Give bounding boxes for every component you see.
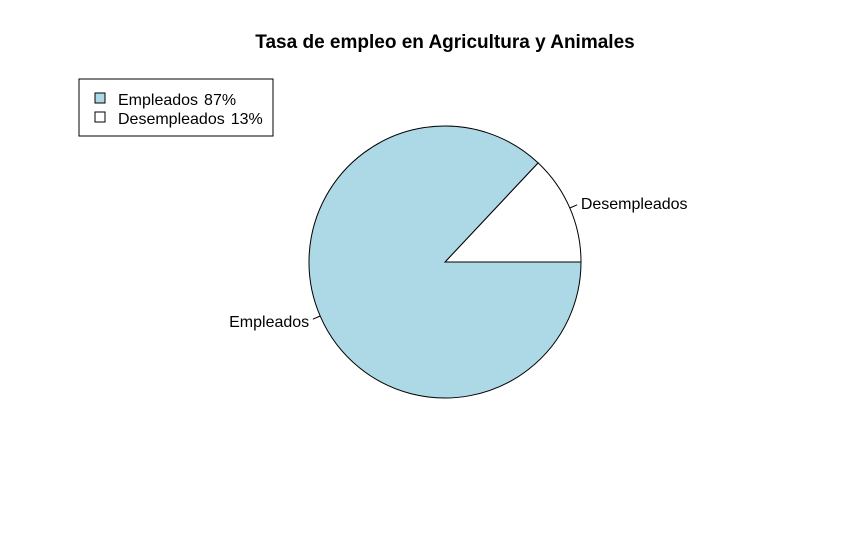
legend-swatch-empleados [94,92,106,104]
legend-box [78,78,274,137]
pie-leader-desempleados [569,204,578,209]
pie-slices [308,125,582,399]
legend-label-desempleados: Desempleados 13% [118,111,263,128]
pie-label-desempleados: Desempleados [581,196,688,213]
pie-label-empleados: Empleados [229,314,309,331]
legend: Empleados 87% Desempleados 13% [78,78,274,137]
pie-slice-desempleados [443,162,582,263]
pie-slice-empleados [308,125,582,399]
pie-leader-empleados [312,315,321,320]
pie-slice-labels: Desempleados Empleados [229,196,687,331]
legend-label-empleados: Empleados 87% [118,92,236,109]
chart-title: Tasa de empleo en Agricultura y Animales [255,32,634,53]
legend-swatch-desempleados [94,111,106,123]
